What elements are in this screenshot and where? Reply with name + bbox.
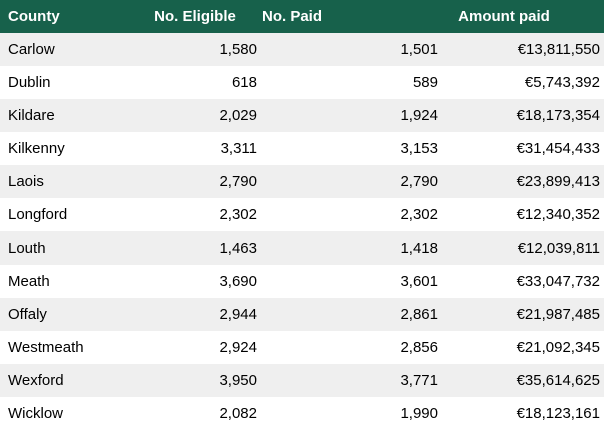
table-header-row: County No. Eligible No. Paid Amount paid — [0, 0, 604, 33]
cell-county: Wexford — [8, 372, 64, 388]
cell-county: Louth — [8, 240, 46, 256]
column-header-county: County — [8, 9, 60, 24]
cell-county: Laois — [8, 174, 44, 190]
cell-amount: €23,899,413 — [516, 174, 600, 190]
cell-paid: 2,790 — [400, 174, 438, 190]
cell-paid: 3,601 — [400, 273, 438, 289]
cell-eligible: 2,082 — [219, 405, 257, 421]
cell-county: Kilkenny — [8, 141, 65, 157]
cell-amount: €35,614,625 — [516, 372, 600, 388]
cell-paid: 589 — [412, 75, 438, 91]
cell-amount: €18,173,354 — [516, 108, 600, 124]
table-row-dublin: Dublin 618 589 €5,743,392 — [0, 66, 604, 100]
cell-paid: 1,501 — [400, 42, 438, 58]
cell-eligible: 2,924 — [219, 339, 257, 355]
cell-amount: €18,123,161 — [516, 405, 600, 421]
cell-paid: 1,418 — [400, 240, 438, 256]
cell-paid: 2,856 — [400, 339, 438, 355]
cell-county: Offaly — [8, 306, 47, 322]
cell-county: Kildare — [8, 108, 55, 124]
table-row-wexford: Wexford 3,950 3,771 €35,614,625 — [0, 363, 604, 397]
cell-amount: €21,092,345 — [516, 339, 600, 355]
cell-paid: 1,990 — [400, 405, 438, 421]
cell-amount: €33,047,732 — [516, 273, 600, 289]
cell-eligible: 3,690 — [219, 273, 257, 289]
column-header-amount: Amount paid — [458, 9, 550, 24]
table-row-carlow: Carlow 1,580 1,501 €13,811,550 — [0, 33, 604, 67]
table-row-meath: Meath 3,690 3,601 €33,047,732 — [0, 264, 604, 298]
cell-eligible: 3,950 — [219, 372, 257, 388]
table-row-wicklow: Wicklow 2,082 1,990 €18,123,161 — [0, 396, 604, 430]
table-row-laois: Laois 2,790 2,790 €23,899,413 — [0, 165, 604, 199]
column-header-paid: No. Paid — [262, 9, 323, 24]
cell-amount: €12,340,352 — [516, 207, 600, 223]
cell-amount: €12,039,811 — [517, 240, 600, 256]
cell-paid: 2,302 — [400, 207, 438, 223]
cell-county: Wicklow — [8, 405, 63, 421]
cell-eligible: 2,029 — [219, 108, 257, 124]
table-row-louth: Louth 1,463 1,418 €12,039,811 — [0, 231, 604, 265]
cell-eligible: 618 — [231, 75, 257, 91]
cell-paid: 3,771 — [400, 372, 438, 388]
cell-eligible: 2,302 — [219, 207, 257, 223]
table-row-westmeath: Westmeath 2,924 2,856 €21,092,345 — [0, 330, 604, 364]
cell-amount: €21,987,485 — [516, 306, 600, 322]
cell-county: Longford — [8, 207, 68, 223]
cell-paid: 3,153 — [400, 141, 438, 157]
cell-eligible: 2,944 — [219, 306, 257, 322]
cell-eligible: 2,790 — [219, 174, 257, 190]
cell-eligible: 1,463 — [219, 240, 257, 256]
cell-paid: 1,924 — [400, 108, 438, 124]
cell-county: Dublin — [8, 75, 51, 91]
cell-eligible: 3,311 — [220, 141, 257, 157]
table-row-kildare: Kildare 2,029 1,924 €18,173,354 — [0, 99, 604, 133]
cell-county: Carlow — [8, 42, 55, 58]
cell-paid: 2,861 — [400, 306, 438, 322]
cell-eligible: 1,580 — [219, 42, 257, 58]
table-row-longford: Longford 2,302 2,302 €12,340,352 — [0, 198, 604, 232]
cell-county: Westmeath — [8, 339, 84, 355]
cell-amount: €5,743,392 — [524, 75, 600, 91]
table-row-kilkenny: Kilkenny 3,311 3,153 €31,454,433 — [0, 132, 604, 166]
cell-amount: €31,454,433 — [516, 141, 600, 157]
cell-amount: €13,811,550 — [517, 42, 600, 58]
cell-county: Meath — [8, 273, 50, 289]
column-header-eligible: No. Eligible — [154, 9, 236, 24]
table-row-offaly: Offaly 2,944 2,861 €21,987,485 — [0, 297, 604, 331]
